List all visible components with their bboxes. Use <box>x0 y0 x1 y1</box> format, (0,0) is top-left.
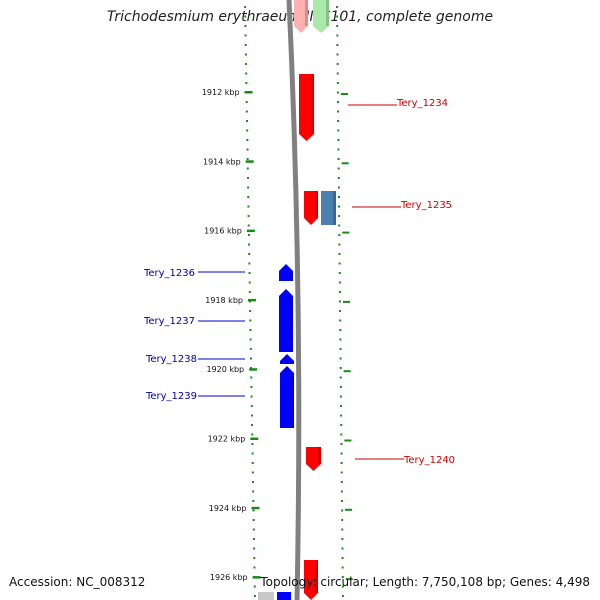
genome-summary-text: Topology: circular; Length: 7,750,108 bp… <box>260 575 590 589</box>
partial-gene-bottom-forward[interactable] <box>304 560 318 600</box>
tick-label: 1918 kbp <box>205 296 243 305</box>
gene-label[interactable]: Tery_1239 <box>145 391 197 402</box>
gene-label[interactable]: Tery_1237 <box>143 316 195 327</box>
partial-gene-bottom-forward-shade <box>315 560 318 593</box>
gene-label[interactable]: Tery_1235 <box>400 200 452 211</box>
gene-tery-1234-shade <box>311 74 314 134</box>
feature-block-blue[interactable] <box>321 191 336 225</box>
tick-mark-right <box>343 370 351 373</box>
partial-gene-bottom-reverse <box>277 592 291 600</box>
tick-mark <box>252 576 261 579</box>
tick-label: 1926 kbp <box>210 573 248 582</box>
gene-label[interactable]: Tery_1238 <box>145 354 197 365</box>
genome-backbone <box>286 0 302 600</box>
tick-mark <box>250 437 259 440</box>
tick-mark-right <box>344 439 352 442</box>
gene-tery-1237-shade <box>290 296 293 352</box>
tick-mark <box>245 160 254 163</box>
gene-tery-1238[interactable] <box>280 354 294 364</box>
gene-tery-1239-shade <box>291 373 294 428</box>
tick-mark-right <box>340 93 348 95</box>
tick-label: 1922 kbp <box>208 435 246 444</box>
gene-labels: Tery_1234 Tery_1235 Tery_1236 Tery_1237 Tery… <box>143 98 455 466</box>
tick-label: 1912 kbp <box>202 88 240 97</box>
partial-gene-bottom-gray <box>258 592 274 600</box>
tick-label: 1914 kbp <box>203 157 241 166</box>
gene-tery-1235[interactable] <box>304 191 318 225</box>
gene-tery-1240-shade <box>318 447 321 464</box>
tick-label: 1916 kbp <box>204 227 242 236</box>
gene-tery-1236[interactable] <box>279 264 293 281</box>
partial-gene-top-other[interactable] <box>313 0 329 33</box>
gene-tery-1240[interactable] <box>306 447 321 471</box>
tick-mark-right <box>345 508 353 511</box>
tick-mark <box>244 91 253 94</box>
tick-mark-right <box>345 578 353 581</box>
tick-marks: 1912 kbp 1914 kbp 1916 kbp 1918 kbp 1920 kbp… <box>202 88 353 582</box>
accession-text: Accession: NC_008312 <box>9 575 146 589</box>
partial-gene-top-forward-shade <box>305 0 308 26</box>
gene-label[interactable]: Tery_1236 <box>143 268 195 279</box>
gene-tery-1237[interactable] <box>279 289 293 352</box>
gene-tery-1234[interactable] <box>299 74 314 141</box>
gene-tery-1236-shade <box>290 271 293 281</box>
tick-mark <box>246 229 255 233</box>
gene-label[interactable]: Tery_1240 <box>403 455 455 466</box>
tick-label: 1924 kbp <box>209 504 247 513</box>
gene-tery-1238-shade <box>291 361 294 364</box>
tick-mark <box>249 368 258 371</box>
gene-tery-1235-shade <box>315 191 318 218</box>
tick-label: 1920 kbp <box>206 365 244 374</box>
tick-mark-right <box>341 162 349 165</box>
gene-features <box>258 0 336 600</box>
gene-label[interactable]: Tery_1234 <box>396 98 448 109</box>
tick-mark-right <box>342 300 350 303</box>
dotted-guides <box>244 6 344 597</box>
tick-mark-right <box>342 231 350 234</box>
tick-mark <box>247 298 256 302</box>
tick-mark <box>251 506 260 510</box>
gene-tery-1239[interactable] <box>280 366 294 428</box>
partial-gene-top-other-shade <box>326 0 329 26</box>
partial-gene-top-forward[interactable] <box>294 0 308 33</box>
